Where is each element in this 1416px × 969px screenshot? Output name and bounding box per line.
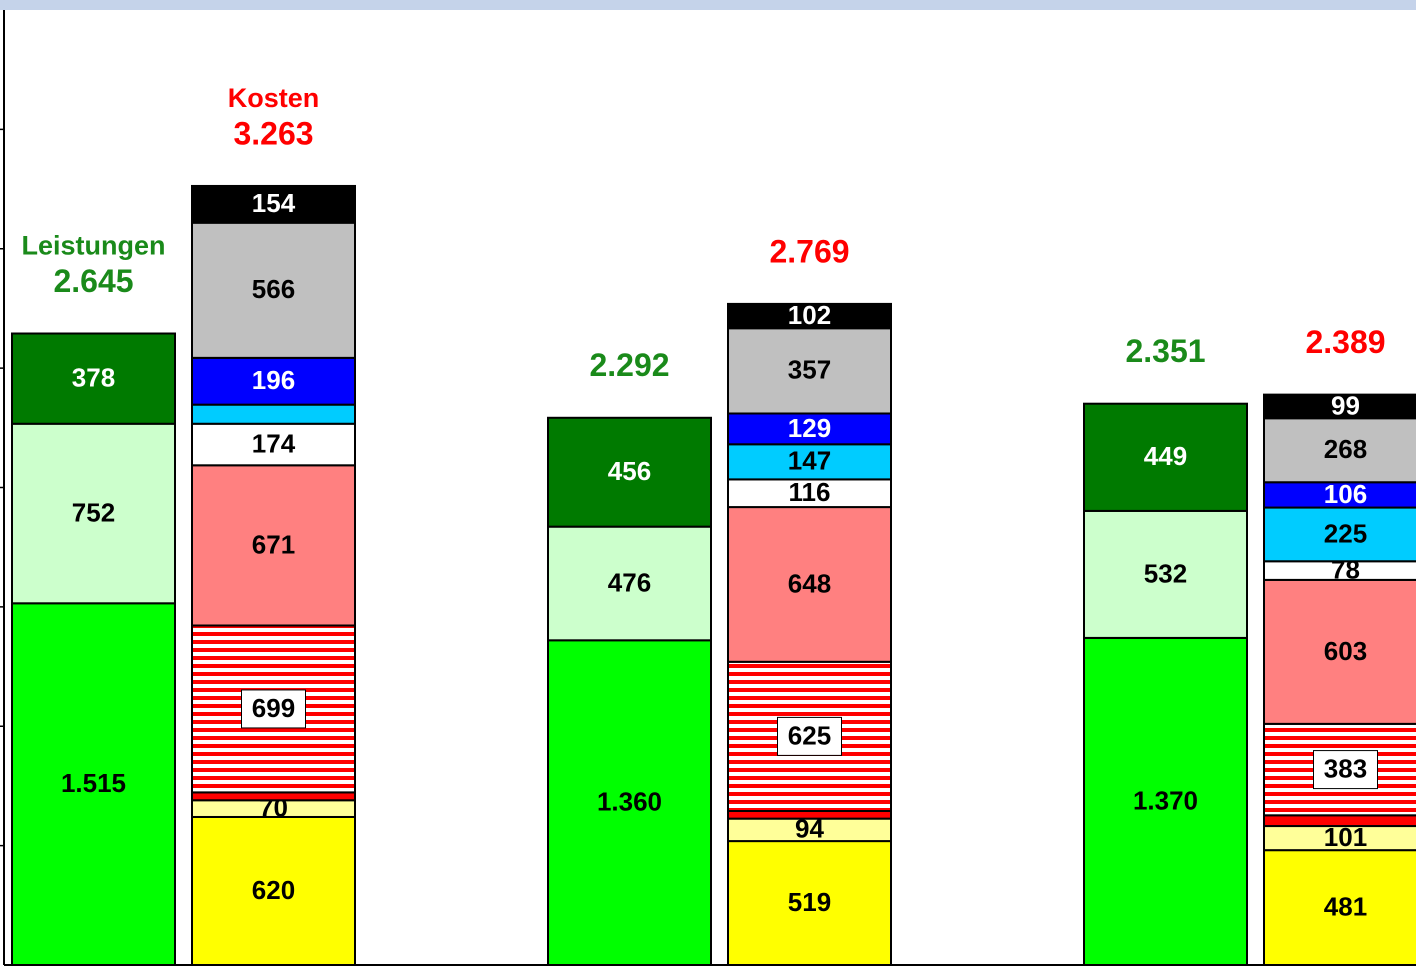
bar-segment xyxy=(727,840,892,966)
bar-segment xyxy=(727,327,892,415)
data-label: 476 xyxy=(608,567,651,597)
data-label: 532 xyxy=(1144,558,1187,588)
bar-segment xyxy=(191,791,356,802)
data-label: 699 xyxy=(252,693,295,723)
total-label: 2.645 xyxy=(53,263,133,299)
label-box xyxy=(1313,750,1378,790)
data-label: 147 xyxy=(788,446,831,476)
data-label: 174 xyxy=(252,428,296,458)
top-strip xyxy=(0,0,1416,10)
data-label: 620 xyxy=(252,875,295,905)
data-label: 752 xyxy=(72,497,115,527)
stack-label: Leistungen xyxy=(21,231,165,261)
total-label: 2.351 xyxy=(1125,333,1205,369)
bar-segment xyxy=(1263,481,1416,509)
total-label: 2.769 xyxy=(769,233,849,269)
data-label: 196 xyxy=(252,365,295,395)
bar-segment xyxy=(1083,509,1248,639)
bar-segment xyxy=(191,184,356,224)
bar-segment xyxy=(191,221,356,359)
stack-label: Kosten xyxy=(228,83,320,113)
bar-segment xyxy=(727,302,892,330)
data-label: 357 xyxy=(788,355,831,385)
bar-segment xyxy=(191,422,356,467)
data-label: 481 xyxy=(1324,891,1367,921)
bar-segment xyxy=(727,506,892,663)
bar-segment xyxy=(727,412,892,446)
data-label: 106 xyxy=(1324,479,1367,509)
bar-segment xyxy=(547,525,712,642)
data-label: 129 xyxy=(788,413,831,443)
total-label: 2.292 xyxy=(589,347,669,383)
data-label: 268 xyxy=(1324,434,1367,464)
bar-segment xyxy=(1083,636,1248,966)
bar-segment xyxy=(11,332,176,425)
data-label: 102 xyxy=(788,300,831,330)
data-label: 378 xyxy=(72,363,115,393)
bar-segment xyxy=(1083,402,1248,512)
data-label: 648 xyxy=(788,568,831,598)
bar-segment xyxy=(727,810,892,820)
bar-segment xyxy=(1263,849,1416,967)
data-label: 154 xyxy=(252,188,296,218)
data-label: 383 xyxy=(1324,753,1367,783)
bar-segment xyxy=(1263,393,1416,420)
data-label: 625 xyxy=(788,720,831,750)
data-label: 603 xyxy=(1324,636,1367,666)
bar-segment xyxy=(547,639,712,966)
label-box xyxy=(241,689,306,729)
data-label: 116 xyxy=(789,477,831,507)
data-label: 671 xyxy=(252,529,295,559)
total-label: 3.263 xyxy=(233,115,313,151)
bar-segment xyxy=(191,403,356,425)
data-label: 449 xyxy=(1144,441,1187,471)
data-label: 1.370 xyxy=(1133,785,1198,815)
data-label: 1.360 xyxy=(597,787,662,817)
data-label: 566 xyxy=(252,274,295,304)
bar-segment xyxy=(727,443,892,481)
bar-segment xyxy=(547,416,712,528)
bar-segment xyxy=(191,815,356,966)
data-label: 99 xyxy=(1331,390,1360,420)
data-label: 456 xyxy=(608,456,651,486)
bar-segment xyxy=(1263,814,1416,828)
bar-segment xyxy=(11,422,176,605)
bar-segment xyxy=(1263,506,1416,563)
data-label: 225 xyxy=(1324,518,1367,548)
label-box xyxy=(777,716,842,756)
bar-segment xyxy=(11,602,176,966)
data-label: 519 xyxy=(788,887,831,917)
total-label: 2.389 xyxy=(1305,324,1385,360)
data-label: 1.515 xyxy=(61,768,126,798)
